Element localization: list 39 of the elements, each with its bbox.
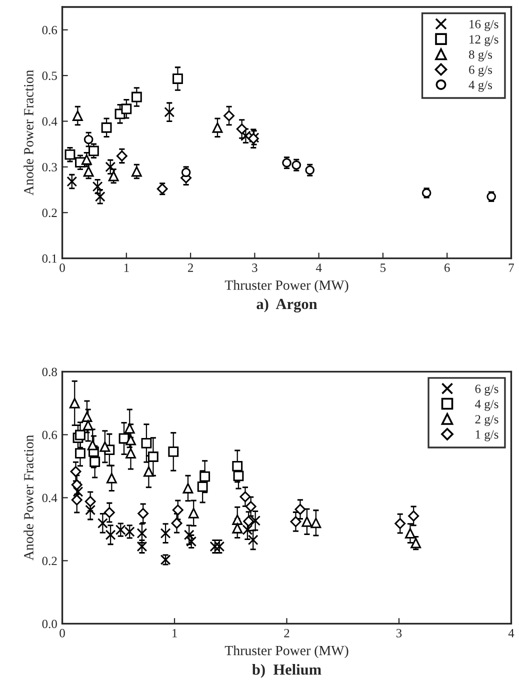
text: b) Helium bbox=[252, 664, 322, 678]
y-tick-label: 0.2 bbox=[42, 208, 57, 218]
legend-label: 6 g/s bbox=[469, 66, 492, 77]
text: a) Argon bbox=[256, 298, 318, 312]
y-tick-label: 0.4 bbox=[42, 494, 58, 502]
x-tick-label: 6 bbox=[444, 264, 450, 272]
x-tick-label: 0 bbox=[60, 264, 65, 272]
x-tick-label: 3 bbox=[252, 264, 258, 272]
legend-label: 4 g/s bbox=[468, 80, 492, 92]
x-tick-label: 2 bbox=[284, 628, 290, 638]
x-tick-label: 1 bbox=[124, 264, 129, 272]
y-tick-label: 0.1 bbox=[42, 254, 57, 263]
y-tick-label: 0.3 bbox=[42, 162, 57, 172]
x-axis-title: Thruster Power (MW) bbox=[224, 645, 348, 658]
x-tick-label: 0 bbox=[60, 628, 65, 638]
y-tick-label: 0.8 bbox=[42, 368, 57, 376]
y-axis-title: Anode Power Fraction bbox=[24, 435, 34, 560]
legend-label: 12 g/s bbox=[470, 35, 498, 46]
y-axis-title: Anode Power Fraction bbox=[24, 70, 34, 196]
legend-label: 1 g/s bbox=[476, 430, 498, 442]
y-tick-label: 0.6 bbox=[42, 430, 58, 440]
x-tick-label: 7 bbox=[508, 264, 514, 272]
x-tick-label: 4 bbox=[316, 264, 322, 272]
x-tick-label: 4 bbox=[508, 629, 514, 638]
legend-label: 6 g/s bbox=[475, 384, 498, 396]
y-tick-label: 0.0 bbox=[42, 620, 57, 628]
x-axis-title: Thruster Power (MW) bbox=[224, 280, 348, 293]
x-tick-label: 3 bbox=[396, 628, 402, 638]
y-tick-label: 0.2 bbox=[42, 556, 57, 566]
legend-label: 4 g/s bbox=[474, 400, 498, 411]
x-tick-label: 2 bbox=[188, 264, 193, 272]
legend-label: 2 g/s bbox=[475, 415, 498, 426]
x-tick-label: 5 bbox=[380, 264, 386, 272]
x-tick-label: 1 bbox=[172, 628, 177, 638]
legend-label: 8 g/s bbox=[468, 50, 492, 62]
legend-label: 16 g/s bbox=[470, 20, 498, 31]
y-tick-label: 0.5 bbox=[42, 72, 57, 80]
y-tick-label: 0.6 bbox=[42, 26, 58, 34]
y-tick-label: 0.4 bbox=[42, 117, 58, 126]
